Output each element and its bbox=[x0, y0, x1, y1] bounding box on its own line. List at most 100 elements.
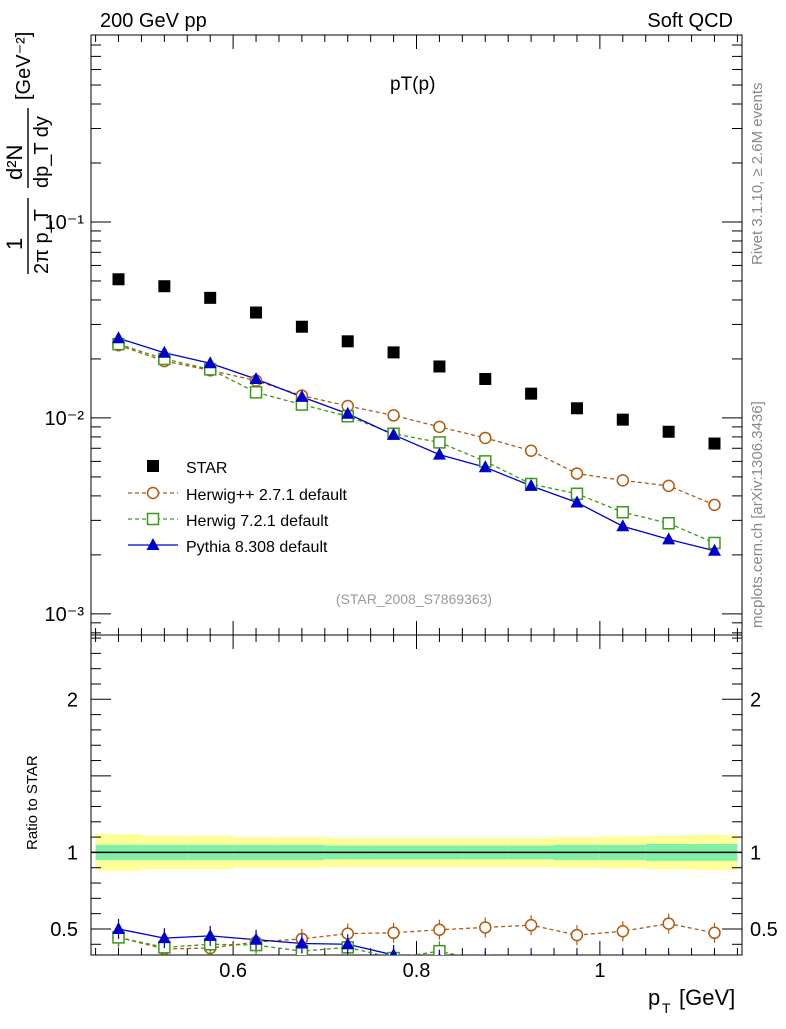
ylabel-frac1-num: 1 bbox=[2, 238, 27, 250]
ratio-point-pythia bbox=[708, 956, 721, 968]
ratio-point-herwig7 bbox=[479, 954, 492, 955]
legend-marker-pythia bbox=[146, 538, 160, 550]
ratio-point-pythia bbox=[112, 921, 126, 934]
main-y-axis-label: 1 2π p_T d²N dp_T dy [GeV⁻²] bbox=[2, 32, 53, 274]
ratio-point-herwig7 bbox=[526, 957, 537, 968]
legend-label-herwigpp: Herwig++ 2.7.1 default bbox=[186, 487, 348, 504]
point-herwig7 bbox=[249, 386, 263, 399]
xlabel-main: p bbox=[648, 985, 660, 1010]
legend-label-pythia: Pythia 8.308 default bbox=[186, 539, 328, 556]
ylabel-frac2-den: dp_T dy bbox=[31, 116, 53, 188]
ratio-point-herwig7 bbox=[709, 957, 720, 968]
main-y-tick-label: 10⁻¹ bbox=[45, 212, 85, 234]
main-y-tick-label: 10⁻² bbox=[45, 408, 85, 430]
ratio-point-pythia bbox=[157, 931, 171, 944]
ratio-point-herwigpp bbox=[387, 926, 400, 940]
ratio-point-herwigpp bbox=[708, 926, 721, 940]
legend-marker-herwig7 bbox=[146, 512, 160, 526]
point-herwigpp bbox=[570, 467, 584, 480]
ratio-frame bbox=[90, 634, 743, 956]
ylabel-frac1-den: 2π p_T bbox=[31, 209, 53, 274]
ratio-line-pythia bbox=[118, 928, 401, 955]
point-star bbox=[525, 387, 538, 400]
ratio-point-pythia bbox=[484, 954, 486, 955]
ratio-point-pythia bbox=[438, 952, 441, 955]
legend-label-star: STAR bbox=[186, 460, 227, 477]
ylabel-frac2-num: d²N bbox=[2, 145, 27, 180]
axis-tick-labels: 10⁻³ 10⁻² 10⁻¹ 0.5 1 2 0.5 1 2 0.6 0.8 1 bbox=[45, 212, 778, 982]
point-herwigpp bbox=[524, 444, 538, 457]
point-pythia bbox=[662, 532, 676, 545]
point-herwigpp bbox=[616, 474, 630, 487]
x-tick-label: 1 bbox=[594, 960, 605, 982]
main-y-tick-label: 10⁻³ bbox=[45, 604, 85, 626]
point-pythia bbox=[707, 543, 721, 556]
ratio-point-pythia bbox=[389, 948, 398, 955]
side-label-bottom: mcplots.cern.ch [arXiv:1306.3436] bbox=[749, 401, 766, 628]
ratio-y-tick-label-right: 2 bbox=[750, 689, 761, 711]
point-pythia bbox=[524, 478, 538, 491]
x-tick-label: 0.6 bbox=[219, 960, 247, 982]
legend-symbols bbox=[128, 460, 178, 550]
ratio-point-herwigpp bbox=[662, 917, 675, 930]
xlabel-unit: [GeV] bbox=[679, 985, 735, 1010]
point-star bbox=[158, 280, 171, 293]
ratio-y-tick-label-right: 0.5 bbox=[750, 919, 778, 941]
ratio-point-pythia bbox=[341, 937, 355, 950]
ratio-point-herwigpp bbox=[570, 928, 584, 942]
header-right: Soft QCD bbox=[647, 10, 733, 32]
point-herwig7 bbox=[662, 517, 675, 530]
ratio-point-pythia bbox=[295, 936, 309, 949]
point-herwigpp bbox=[708, 498, 721, 512]
point-herwigpp bbox=[387, 409, 400, 422]
ratio-y-tick-label: 0.5 bbox=[50, 919, 78, 941]
point-herwigpp bbox=[479, 431, 492, 445]
ratio-point-herwigpp bbox=[433, 923, 446, 936]
series-line-pythia bbox=[118, 337, 715, 552]
point-pythia bbox=[157, 345, 171, 358]
ratio-point-herwig7 bbox=[663, 957, 674, 968]
point-pythia bbox=[341, 406, 355, 419]
x-axis-label: p T [GeV] bbox=[648, 985, 735, 1016]
point-pythia bbox=[616, 519, 630, 532]
point-pythia bbox=[112, 331, 126, 344]
point-star bbox=[295, 320, 308, 333]
point-herwig7 bbox=[616, 506, 630, 519]
main-series bbox=[112, 273, 721, 556]
point-star bbox=[341, 335, 354, 348]
ratio-point-pythia bbox=[616, 956, 629, 968]
legend-marker-herwigpp bbox=[146, 486, 160, 500]
ratio-point-herwig7 bbox=[617, 957, 628, 968]
point-star bbox=[250, 306, 263, 319]
legend: STAR Herwig++ 2.7.1 default Herwig 7.2.1… bbox=[128, 460, 348, 556]
ratio-point-pythia bbox=[525, 956, 538, 968]
ratio-y-axis-label: Ratio to STAR bbox=[24, 755, 41, 850]
point-star bbox=[112, 273, 125, 286]
point-star bbox=[387, 346, 400, 359]
legend-marker-star bbox=[147, 460, 159, 472]
point-herwig7 bbox=[433, 436, 446, 449]
ratio-point-herwig7 bbox=[571, 957, 582, 968]
ratio-point-pythia bbox=[203, 928, 217, 941]
point-star bbox=[708, 437, 721, 450]
ratio-line-herwigpp bbox=[118, 922, 715, 950]
ratio-y-tick-label-right: 1 bbox=[750, 842, 761, 864]
point-star bbox=[662, 425, 675, 438]
ratio-point-pythia bbox=[662, 956, 675, 968]
plot-title: pT(p) bbox=[390, 74, 435, 95]
x-tick-label: 0.8 bbox=[403, 960, 431, 982]
point-pythia bbox=[478, 460, 492, 473]
ylabel-unit: [GeV⁻²] bbox=[13, 32, 35, 100]
watermark: (STAR_2008_S7869363) bbox=[336, 591, 492, 607]
ratio-y-tick-label: 1 bbox=[67, 842, 78, 864]
ratio-y-tick-label: 2 bbox=[67, 689, 78, 711]
ratio-point-herwigpp bbox=[524, 918, 538, 932]
point-pythia bbox=[249, 371, 263, 384]
point-herwigpp bbox=[433, 420, 446, 434]
point-pythia bbox=[203, 356, 217, 369]
ratio-point-herwigpp bbox=[479, 921, 492, 934]
point-star bbox=[570, 402, 583, 415]
point-star bbox=[479, 372, 492, 385]
